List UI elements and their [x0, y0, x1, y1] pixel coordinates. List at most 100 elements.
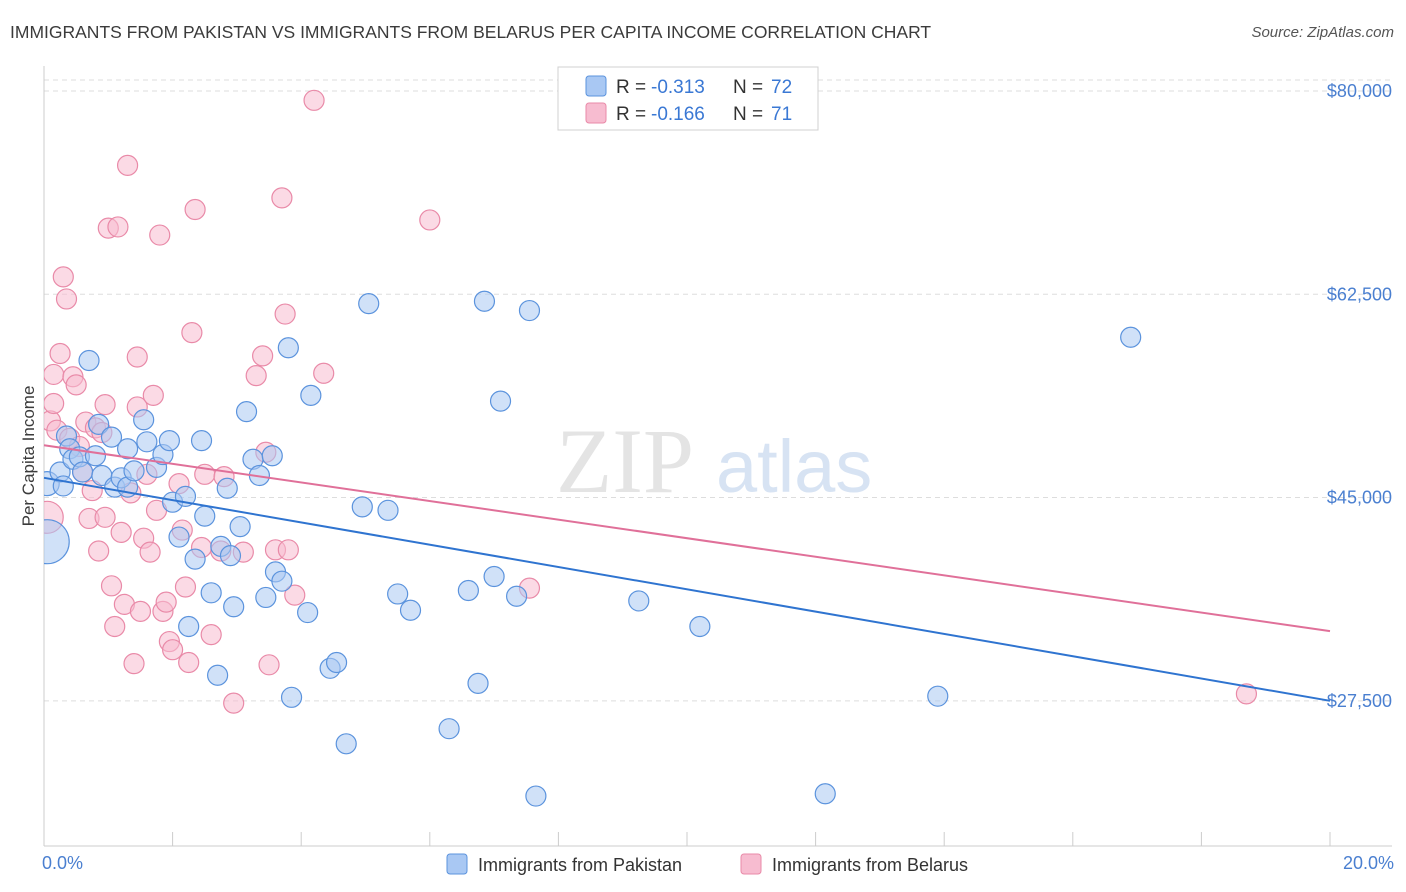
correlation-legend: R = -0.313 N = 72 R = -0.166 N = 71 — [557, 66, 819, 131]
y-tick-label-1: $45,000 — [1327, 488, 1392, 508]
point-belarus-5 — [49, 342, 71, 365]
point-belarus-3 — [44, 363, 65, 386]
point-pakistan-69 — [927, 685, 949, 707]
point-pakistan-68 — [814, 783, 836, 805]
point-pakistan-28 — [184, 548, 206, 570]
bottom-legend-swatch-pakistan — [446, 853, 468, 875]
point-pakistan-66 — [628, 590, 650, 612]
watermark-zip: ZIP — [556, 410, 694, 512]
point-pakistan-19 — [133, 409, 155, 431]
point-belarus-42 — [162, 639, 184, 661]
point-belarus-51 — [200, 624, 222, 646]
watermark-atlas: atlas — [716, 425, 872, 508]
source-credit: Source: ZipAtlas.com — [1251, 24, 1394, 41]
point-belarus-36 — [142, 384, 164, 406]
legend-r-label-2: R = — [616, 104, 646, 125]
point-belarus-56 — [245, 365, 267, 387]
point-belarus-22 — [100, 575, 123, 597]
point-belarus-24 — [107, 216, 129, 238]
point-pakistan-25 — [168, 526, 190, 548]
point-pakistan-51 — [335, 733, 357, 755]
y-tick-label-3: $80,000 — [1327, 81, 1392, 101]
point-belarus-68 — [419, 209, 441, 231]
point-pakistan-32 — [207, 664, 229, 686]
y-tick-label-0: $27,500 — [1327, 691, 1392, 711]
point-pakistan-16 — [116, 438, 139, 460]
point-belarus-40 — [155, 591, 177, 613]
point-pakistan-65 — [525, 785, 547, 807]
legend-n-value-2: 71 — [771, 104, 792, 125]
point-pakistan-8 — [71, 461, 94, 483]
legend-r-value-1: -0.313 — [651, 77, 705, 98]
point-belarus-47 — [181, 322, 203, 344]
point-pakistan-46 — [280, 686, 303, 708]
point-belarus-59 — [258, 654, 280, 676]
point-belarus-64 — [284, 584, 306, 606]
point-belarus-2 — [44, 392, 65, 415]
point-pakistan-30 — [194, 505, 216, 527]
x-axis-ticks — [43, 832, 1331, 846]
x-axis-tick-labels: 0.0% 20.0% — [42, 853, 1394, 873]
y-tick-label-2: $62,500 — [1327, 284, 1392, 304]
point-belarus-27 — [116, 154, 139, 176]
trend-line-pakistan — [43, 476, 1331, 702]
point-pakistan-47 — [297, 601, 319, 624]
point-belarus-61 — [271, 187, 293, 209]
point-belarus-70 — [1235, 683, 1258, 705]
point-belarus-65 — [303, 89, 325, 111]
point-pakistan-56 — [399, 599, 422, 621]
legend-swatch-pakistan — [585, 75, 607, 97]
point-pakistan-36 — [223, 596, 245, 618]
x-tick-label-1: 20.0% — [1343, 853, 1394, 873]
point-belarus-7 — [55, 288, 78, 310]
data-points — [44, 0, 1258, 807]
point-belarus-10 — [65, 374, 87, 396]
point-belarus-23 — [104, 615, 126, 638]
point-belarus-67 — [375, 0, 395, 14]
point-pakistan-20 — [136, 431, 158, 453]
legend-n-label-2: N = — [733, 104, 763, 125]
point-belarus-63 — [277, 539, 299, 561]
point-belarus-66 — [313, 362, 335, 384]
bottom-legend-label-pakistan: Immigrants from Pakistan — [478, 855, 682, 875]
grid-lines — [44, 79, 1392, 702]
point-pakistan-13 — [100, 426, 123, 448]
point-pakistan-54 — [377, 499, 399, 521]
point-pakistan-44 — [271, 570, 293, 592]
y-axis-title: Per Capita Income — [19, 386, 38, 527]
point-belarus-45 — [174, 576, 197, 598]
legend-n-label-1: N = — [733, 77, 763, 98]
trend-line-belarus — [43, 444, 1331, 633]
bottom-legend-swatch-belarus — [740, 853, 762, 875]
point-pakistan-63 — [506, 585, 528, 607]
series-legend: Immigrants from Pakistan Immigrants from… — [446, 853, 968, 875]
point-pakistan-31 — [200, 582, 222, 604]
point-belarus-17 — [88, 540, 110, 562]
point-pakistan-57 — [438, 718, 460, 740]
y-axis-tick-labels: $27,500 $45,000 $62,500 $80,000 — [1327, 81, 1392, 711]
point-belarus-20 — [94, 394, 116, 416]
point-pakistan-23 — [158, 430, 180, 452]
legend-r-value-2: -0.166 — [651, 104, 705, 125]
point-pakistan-48 — [300, 384, 322, 406]
point-belarus-46 — [178, 651, 200, 674]
point-belarus-35 — [139, 541, 161, 563]
point-pakistan-9 — [78, 349, 100, 372]
point-pakistan-67 — [689, 615, 711, 638]
point-pakistan-45 — [277, 337, 299, 359]
x-tick-label-0: 0.0% — [42, 853, 83, 873]
point-pakistan-53 — [358, 292, 380, 315]
point-pakistan-60 — [473, 290, 496, 312]
point-belarus-38 — [149, 224, 171, 246]
point-pakistan-29 — [190, 430, 213, 452]
point-pakistan-70 — [1120, 326, 1142, 348]
point-pakistan-41 — [255, 586, 277, 609]
point-pakistan-50 — [325, 651, 348, 674]
point-belarus-48 — [184, 198, 206, 221]
point-pakistan-37 — [229, 515, 251, 538]
point-pakistan-55 — [387, 583, 409, 605]
point-belarus-62 — [274, 303, 296, 325]
point-pakistan-52 — [351, 496, 373, 518]
point-pakistan-11 — [88, 413, 110, 435]
